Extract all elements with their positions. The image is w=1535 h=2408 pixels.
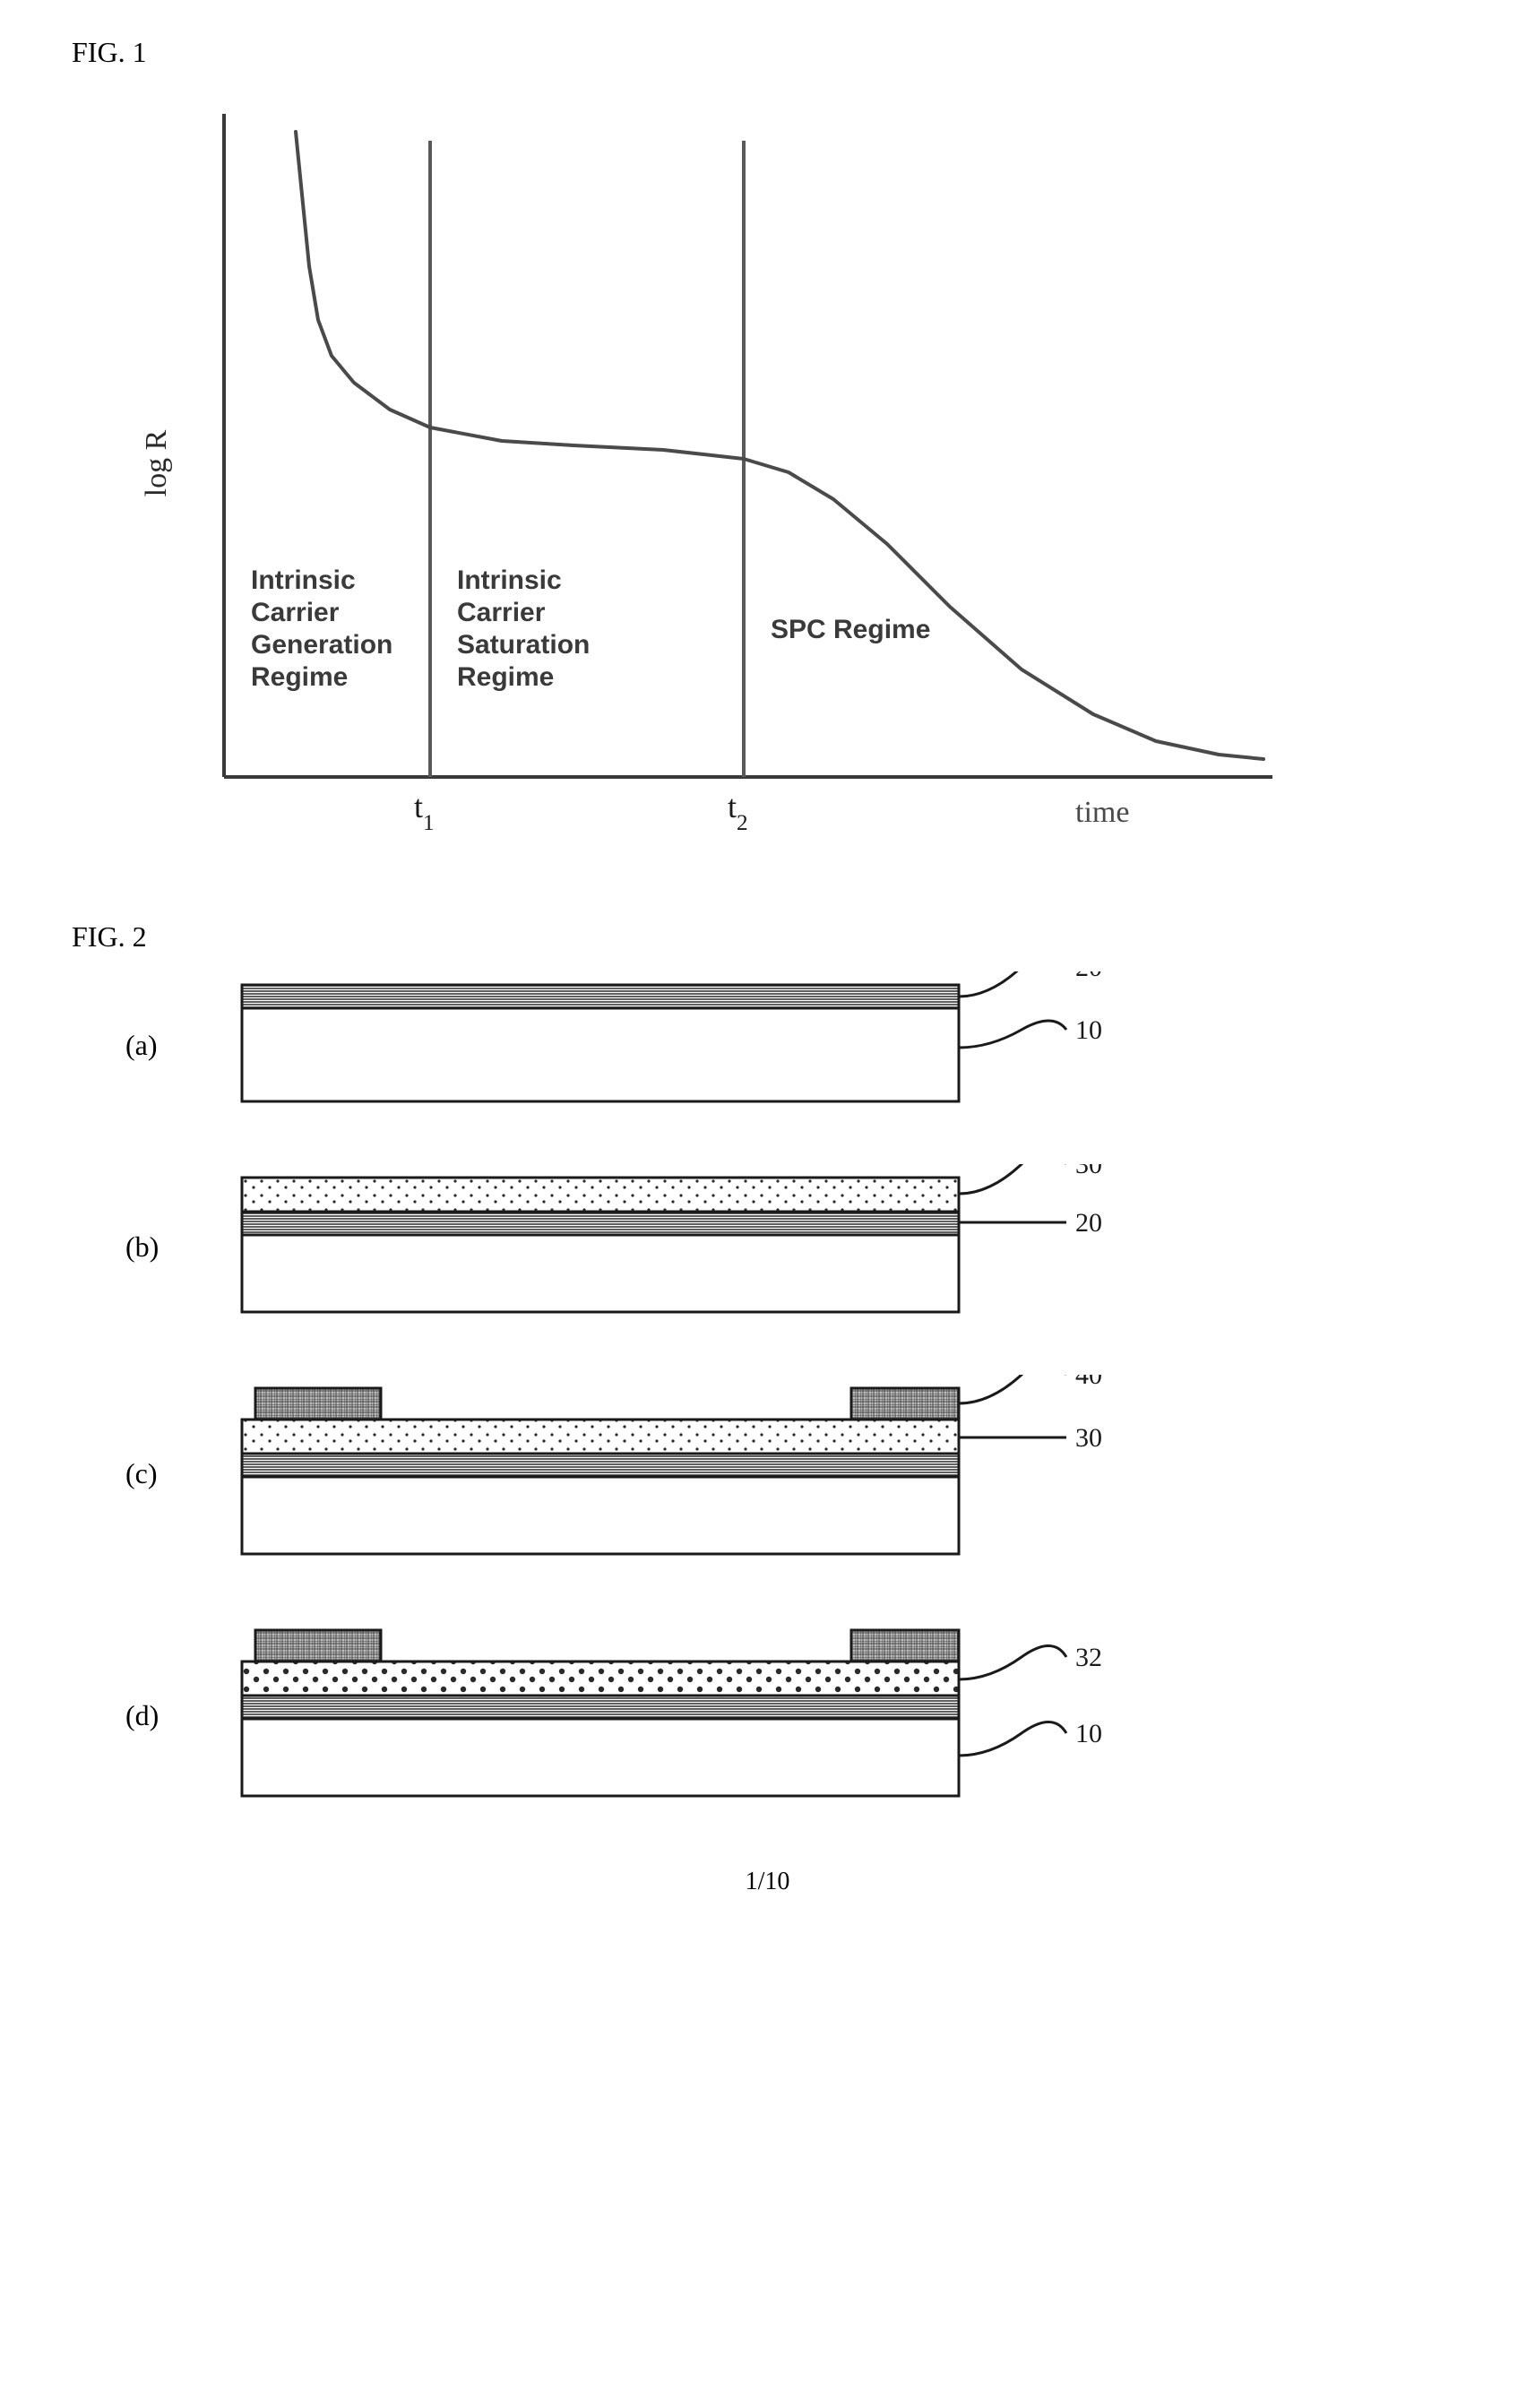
svg-text:t1: t1 bbox=[414, 789, 435, 835]
fig1-container: log Rtimet1t2IntrinsicCarrierGenerationR… bbox=[125, 87, 1463, 849]
fig2-sub-label: (d) bbox=[125, 1699, 233, 1732]
svg-text:30: 30 bbox=[1075, 1423, 1102, 1453]
svg-text:Saturation: Saturation bbox=[457, 630, 590, 660]
svg-text:log R: log R bbox=[140, 429, 173, 496]
fig2-row: (d) 32 10 bbox=[125, 1617, 1463, 1814]
svg-text:Regime: Regime bbox=[251, 662, 348, 692]
svg-text:time: time bbox=[1075, 796, 1129, 829]
svg-text:Intrinsic: Intrinsic bbox=[457, 565, 562, 595]
svg-text:Regime: Regime bbox=[457, 662, 554, 692]
fig2-sub-diagram: 40 30 bbox=[233, 1375, 1129, 1572]
fig2-sub-diagram: 32 10 bbox=[233, 1617, 1129, 1814]
svg-text:SPC Regime: SPC Regime bbox=[771, 615, 930, 644]
svg-text:40: 40 bbox=[1075, 1375, 1102, 1390]
fig2-row: (a)2010 bbox=[125, 971, 1463, 1119]
fig2-sub-diagram: 2010 bbox=[233, 971, 1129, 1119]
fig2-row: (b) 30 20 bbox=[125, 1164, 1463, 1330]
svg-text:32: 32 bbox=[1075, 1643, 1102, 1672]
fig2-row: (c) 40 30 bbox=[125, 1375, 1463, 1572]
svg-text:20: 20 bbox=[1075, 1208, 1102, 1238]
fig1-label: FIG. 1 bbox=[72, 36, 1463, 69]
svg-text:Generation: Generation bbox=[251, 630, 392, 660]
svg-text:Intrinsic: Intrinsic bbox=[251, 565, 356, 595]
page-number: 1/10 bbox=[72, 1868, 1463, 1896]
fig2-sub-diagram: 30 20 bbox=[233, 1164, 1129, 1330]
svg-text:10: 10 bbox=[1075, 1015, 1102, 1045]
svg-text:20: 20 bbox=[1075, 971, 1102, 982]
svg-text:Carrier: Carrier bbox=[251, 598, 340, 627]
fig2-sub-label: (b) bbox=[125, 1230, 233, 1264]
fig2-container: (a)2010(b)3020(c)4030(d)3210 bbox=[125, 971, 1463, 1814]
fig2-label: FIG. 2 bbox=[72, 920, 1463, 954]
fig2-sub-label: (c) bbox=[125, 1457, 233, 1490]
svg-text:30: 30 bbox=[1075, 1164, 1102, 1179]
fig1-chart: log Rtimet1t2IntrinsicCarrierGenerationR… bbox=[125, 87, 1290, 849]
svg-text:t2: t2 bbox=[728, 789, 748, 835]
svg-text:10: 10 bbox=[1075, 1719, 1102, 1748]
fig1-svg: log Rtimet1t2IntrinsicCarrierGenerationR… bbox=[125, 87, 1290, 849]
svg-text:Carrier: Carrier bbox=[457, 598, 546, 627]
fig2-sub-label: (a) bbox=[125, 1029, 233, 1062]
